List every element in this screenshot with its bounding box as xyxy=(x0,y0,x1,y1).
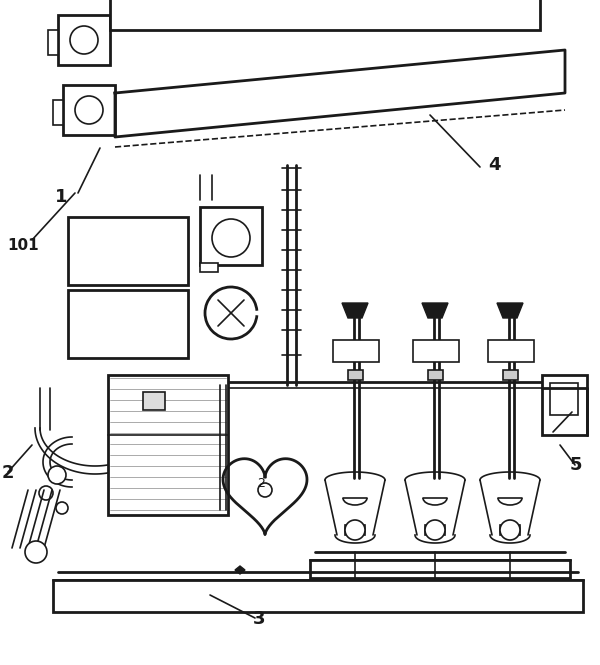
Polygon shape xyxy=(360,566,370,574)
Circle shape xyxy=(258,483,272,497)
Bar xyxy=(310,560,570,578)
Bar xyxy=(58,15,110,65)
Bar xyxy=(200,207,262,265)
Circle shape xyxy=(25,541,47,563)
Bar xyxy=(68,217,188,285)
Bar xyxy=(53,580,583,612)
Circle shape xyxy=(39,486,53,500)
Text: 1: 1 xyxy=(55,188,67,206)
Text: 3: 3 xyxy=(253,610,265,628)
Polygon shape xyxy=(235,566,245,574)
Bar xyxy=(500,525,520,535)
Bar xyxy=(53,100,63,125)
Bar xyxy=(425,525,445,535)
Bar xyxy=(542,375,587,435)
Circle shape xyxy=(500,520,520,540)
Bar xyxy=(550,383,578,415)
Text: 2: 2 xyxy=(2,464,14,482)
Bar xyxy=(503,370,518,380)
Bar xyxy=(200,263,218,272)
Polygon shape xyxy=(465,566,475,574)
Polygon shape xyxy=(342,303,368,318)
Bar xyxy=(63,85,115,135)
Bar xyxy=(48,30,58,55)
Polygon shape xyxy=(497,303,523,318)
Bar xyxy=(488,340,534,362)
Polygon shape xyxy=(422,303,448,318)
Bar xyxy=(68,290,188,358)
Circle shape xyxy=(212,219,250,257)
Bar xyxy=(345,525,365,535)
Circle shape xyxy=(75,96,103,124)
Bar xyxy=(413,340,459,362)
Bar xyxy=(333,340,379,362)
Bar xyxy=(110,0,540,30)
Text: 2: 2 xyxy=(257,477,265,490)
Circle shape xyxy=(48,466,66,484)
Text: 5: 5 xyxy=(570,456,583,474)
Bar xyxy=(108,375,228,515)
Circle shape xyxy=(70,26,98,54)
Text: 4: 4 xyxy=(488,156,500,174)
Circle shape xyxy=(345,520,365,540)
Bar xyxy=(428,370,443,380)
Circle shape xyxy=(56,502,68,514)
Text: 101: 101 xyxy=(7,238,38,253)
Bar xyxy=(348,370,363,380)
Circle shape xyxy=(425,520,445,540)
Bar xyxy=(143,392,165,410)
